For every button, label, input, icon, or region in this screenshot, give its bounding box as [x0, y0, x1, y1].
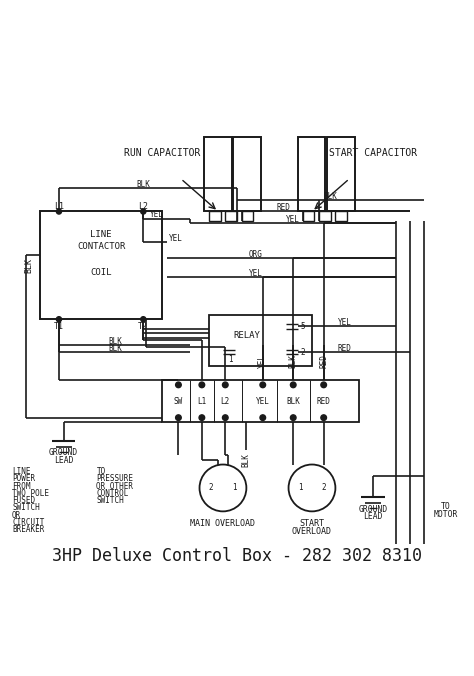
Text: YEL: YEL: [338, 318, 352, 327]
Text: YEL: YEL: [249, 269, 263, 278]
Text: ORG: ORG: [249, 250, 263, 259]
Text: FUSED: FUSED: [12, 496, 35, 505]
Circle shape: [56, 209, 62, 214]
Text: BLK: BLK: [24, 258, 33, 273]
Bar: [209, 314, 312, 366]
Text: CONTROL: CONTROL: [96, 489, 129, 498]
Circle shape: [176, 415, 181, 420]
Text: GROUND: GROUND: [49, 448, 78, 457]
Text: BLK: BLK: [108, 337, 122, 346]
Text: 3HP Deluxe Control Box - 282 302 8310: 3HP Deluxe Control Box - 282 302 8310: [52, 547, 422, 565]
Text: 2: 2: [209, 483, 214, 492]
Text: RUN CAPACITOR: RUN CAPACITOR: [124, 148, 200, 158]
Circle shape: [222, 415, 228, 420]
Text: GROUND: GROUND: [358, 504, 388, 514]
Text: BLK: BLK: [286, 397, 300, 406]
Text: OR OTHER: OR OTHER: [96, 481, 133, 491]
Text: TWO POLE: TWO POLE: [12, 489, 49, 498]
Text: 5: 5: [301, 322, 305, 331]
Bar: [302, 212, 314, 221]
Circle shape: [321, 382, 327, 387]
Text: OR: OR: [12, 510, 21, 520]
Circle shape: [56, 316, 62, 322]
Circle shape: [291, 415, 296, 420]
Text: 1: 1: [298, 483, 302, 492]
Circle shape: [176, 382, 181, 387]
Bar: [40, 212, 162, 319]
Bar: [225, 212, 237, 221]
Text: LINE: LINE: [12, 467, 31, 476]
Text: MOTOR: MOTOR: [433, 510, 458, 519]
Circle shape: [200, 464, 246, 511]
Text: OVERLOAD: OVERLOAD: [292, 527, 332, 536]
Text: 2: 2: [321, 483, 326, 492]
Text: PRESSURE: PRESSURE: [96, 475, 133, 483]
Text: MAIN OVERLOAD: MAIN OVERLOAD: [191, 518, 255, 527]
Text: T1: T1: [54, 322, 64, 331]
Bar: [162, 380, 359, 422]
Text: START CAPACITOR: START CAPACITOR: [329, 148, 417, 158]
Text: SWITCH: SWITCH: [96, 496, 124, 505]
Text: RED: RED: [319, 354, 328, 368]
Text: TO: TO: [96, 467, 106, 476]
Text: RED: RED: [317, 397, 331, 406]
Text: L2: L2: [138, 202, 148, 212]
Text: RED: RED: [338, 344, 352, 353]
Text: CIRCUIT: CIRCUIT: [12, 518, 45, 527]
Text: BLK: BLK: [289, 354, 298, 368]
Text: LEAD: LEAD: [54, 456, 73, 465]
Text: RED: RED: [277, 203, 291, 212]
Bar: [209, 212, 220, 221]
Text: L1: L1: [197, 397, 207, 406]
Text: BLK: BLK: [324, 191, 337, 201]
Circle shape: [260, 415, 265, 420]
Text: POWER: POWER: [12, 475, 35, 483]
Circle shape: [321, 415, 327, 420]
Text: START: START: [300, 518, 325, 527]
Text: CONTACTOR: CONTACTOR: [77, 242, 125, 251]
Text: YEL: YEL: [258, 354, 267, 368]
Text: FROM: FROM: [12, 481, 31, 491]
Text: T2: T2: [138, 322, 148, 331]
Circle shape: [199, 382, 205, 387]
Text: 2: 2: [301, 347, 305, 356]
Bar: [204, 137, 232, 212]
Text: SW: SW: [174, 397, 183, 406]
Circle shape: [141, 209, 146, 214]
Text: YEL: YEL: [169, 234, 183, 243]
Text: COIL: COIL: [91, 268, 112, 277]
Bar: [336, 212, 347, 221]
Circle shape: [222, 382, 228, 387]
Text: YEL: YEL: [150, 210, 164, 219]
Circle shape: [291, 382, 296, 387]
Circle shape: [141, 316, 146, 322]
Bar: [242, 212, 254, 221]
Circle shape: [289, 464, 336, 511]
Text: TO: TO: [441, 502, 450, 511]
Bar: [319, 212, 331, 221]
Bar: [327, 137, 355, 212]
Bar: [298, 137, 325, 212]
Text: YEL: YEL: [256, 397, 270, 406]
Text: BLK: BLK: [242, 453, 251, 466]
Text: RELAY: RELAY: [233, 331, 260, 340]
Circle shape: [199, 415, 205, 420]
Text: LEAD: LEAD: [363, 512, 383, 521]
Text: SWITCH: SWITCH: [12, 504, 40, 512]
Circle shape: [260, 382, 265, 387]
Text: 1: 1: [232, 483, 237, 492]
Text: 1: 1: [228, 355, 232, 364]
Text: LINE: LINE: [91, 231, 112, 239]
Text: L2: L2: [221, 397, 230, 406]
Text: BREAKER: BREAKER: [12, 525, 45, 534]
Text: YEL: YEL: [286, 215, 300, 224]
Bar: [233, 137, 261, 212]
Text: BLK: BLK: [137, 180, 150, 189]
Text: BLK: BLK: [108, 344, 122, 354]
Text: L1: L1: [54, 202, 64, 212]
